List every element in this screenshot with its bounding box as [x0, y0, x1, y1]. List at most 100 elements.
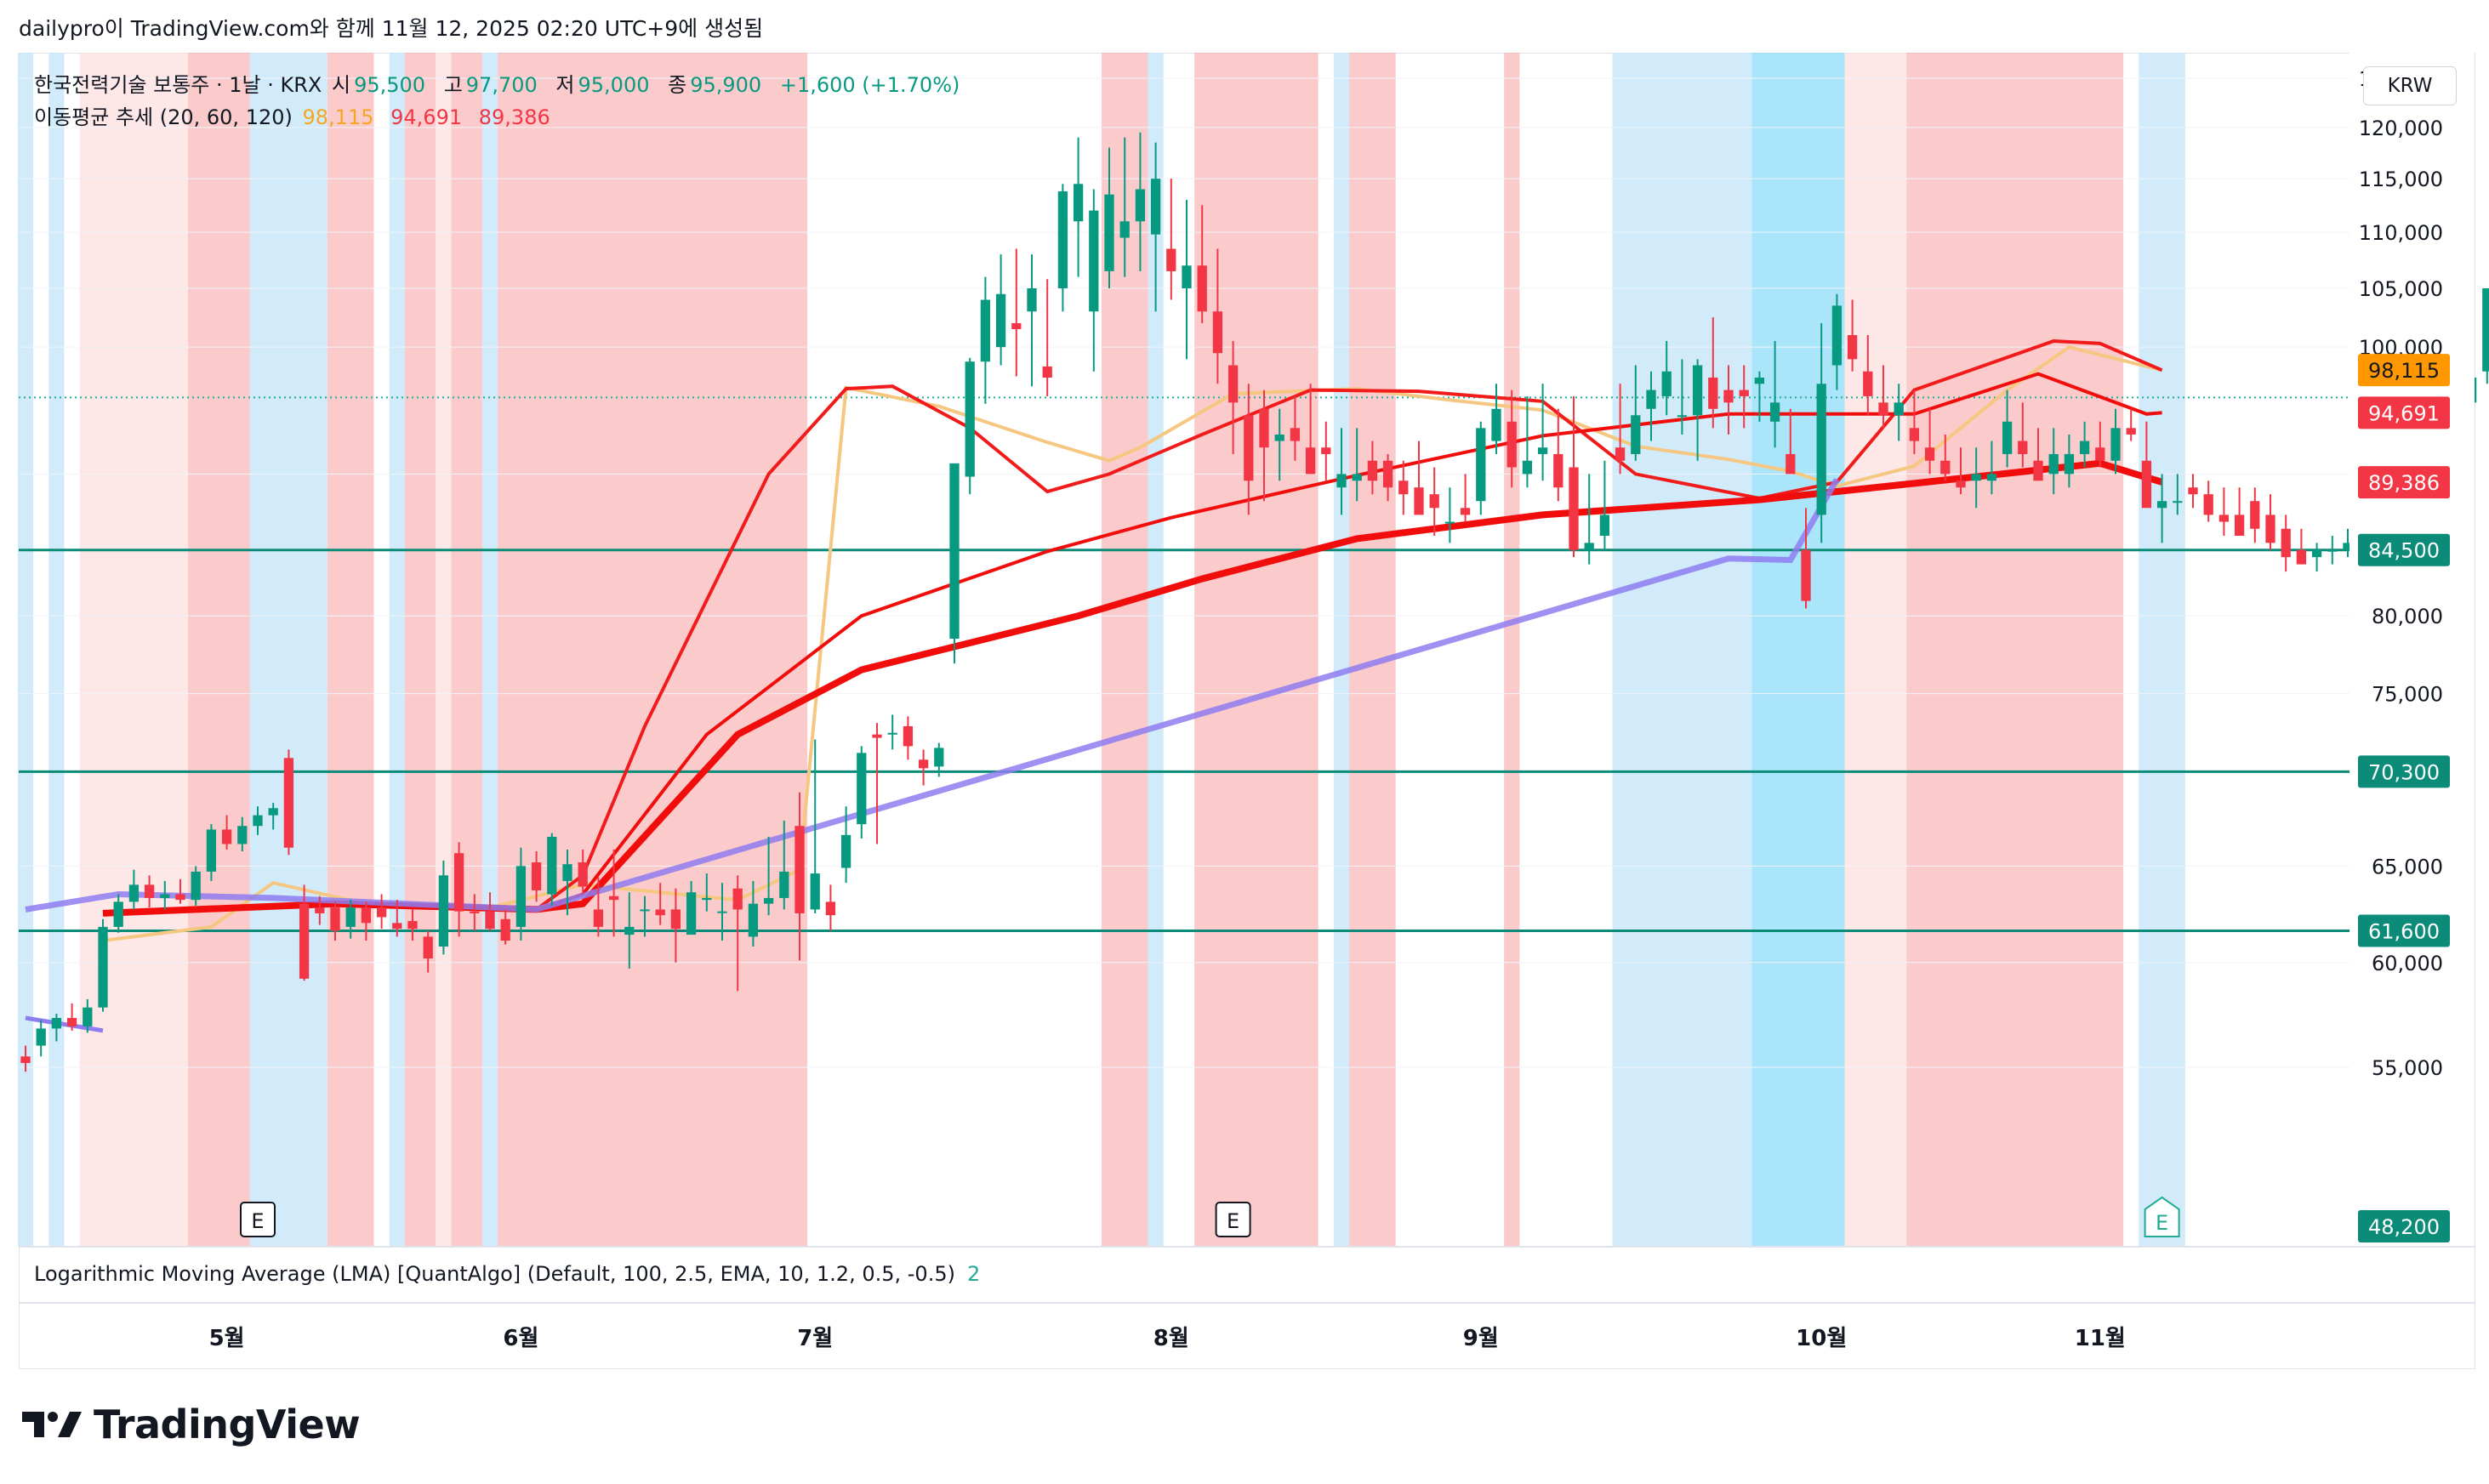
low-value: 95,000	[578, 73, 650, 97]
candle	[1661, 341, 1672, 416]
band-red	[327, 53, 374, 1247]
price-label: 61,600	[2358, 914, 2450, 947]
candle-body	[578, 862, 588, 887]
candle-body	[702, 897, 712, 901]
candle	[995, 254, 1006, 366]
price-tick-label: 60,000	[2372, 952, 2443, 975]
candle	[2095, 421, 2105, 468]
candle-body	[283, 758, 294, 848]
candle-body	[485, 911, 495, 930]
earnings-marker: E	[240, 1202, 276, 1237]
candle-body	[686, 892, 697, 935]
candle-body	[1786, 453, 1796, 475]
candle-body	[810, 873, 820, 910]
candle-body	[624, 926, 635, 935]
candle	[562, 849, 572, 916]
band-cyan	[1751, 53, 1845, 1247]
change-value: +1,600 (+1.70%)	[779, 73, 960, 97]
band-blue	[48, 53, 65, 1247]
candle-body	[1259, 408, 1269, 448]
candle-body	[1986, 474, 1997, 481]
candle-body	[995, 293, 1006, 348]
band-pink	[1875, 53, 1907, 1247]
candle	[1398, 460, 1409, 515]
candle-body	[392, 923, 402, 930]
candle	[206, 824, 217, 881]
candle-body	[1057, 190, 1068, 288]
earnings-marker-label: E	[251, 1209, 264, 1233]
candle	[1677, 359, 1688, 435]
candle	[1027, 254, 1037, 387]
tradingview-logo[interactable]: TradingView	[20, 1402, 361, 1447]
candle-body	[1382, 460, 1393, 488]
candle	[2281, 515, 2291, 572]
ma-legend: 이동평균 추세 (20, 60, 120) 98,115 94,691 89,3…	[34, 100, 554, 130]
candle	[887, 714, 897, 750]
candle	[1584, 474, 1594, 565]
candle-body	[2173, 501, 2183, 503]
candle-body	[2296, 549, 2307, 565]
price-axis: 55,00060,00065,00075,00080,00090,000100,…	[2349, 53, 2475, 1247]
ma-legend-label: 이동평균 추세 (20, 60, 120)	[34, 105, 293, 129]
candle	[825, 884, 836, 931]
candle	[237, 816, 248, 852]
earnings-marker: E	[2144, 1196, 2180, 1237]
candle	[1182, 199, 1192, 360]
candle	[1414, 441, 1424, 515]
band-pink	[1844, 53, 1876, 1247]
candle-body	[1661, 371, 1672, 396]
candle	[1940, 434, 1951, 481]
price-label-text: 98,115	[2368, 359, 2440, 383]
candle-body	[1506, 421, 1517, 468]
candle-body	[1769, 402, 1780, 422]
candle-body	[887, 732, 897, 735]
horizontal-levels	[19, 396, 2349, 932]
price-tick-label: 105,000	[2359, 277, 2443, 301]
candle-body	[1863, 371, 1873, 396]
candle	[624, 892, 635, 969]
candle	[1491, 384, 1501, 454]
candle-body	[872, 734, 882, 738]
candle-body	[191, 871, 201, 901]
currency-button[interactable]: KRW	[2363, 66, 2457, 105]
candle-body	[717, 911, 727, 913]
earnings-marker-shape	[240, 1202, 276, 1237]
candle-body	[253, 815, 263, 827]
band-blue	[389, 53, 405, 1247]
candle	[1011, 248, 1022, 377]
band-blue	[249, 53, 328, 1247]
candle-body	[2234, 515, 2245, 537]
candle	[1305, 384, 1316, 475]
candle-body	[1522, 460, 1533, 475]
candle-body	[345, 907, 356, 927]
month-label: 9월	[1463, 1326, 1499, 1351]
candle	[283, 749, 294, 856]
candle-body	[113, 901, 123, 927]
ma120-value: 89,386	[478, 105, 550, 129]
candle	[144, 875, 155, 908]
close-label: 종	[668, 73, 687, 97]
candle-body	[840, 834, 852, 868]
candle	[840, 806, 852, 884]
candle-body	[1073, 184, 1084, 222]
candle	[485, 892, 495, 931]
candle-body	[1584, 543, 1594, 550]
candle-body	[20, 1056, 31, 1063]
band-blue	[1333, 53, 1350, 1247]
candle	[66, 1003, 77, 1031]
candle	[1089, 189, 1099, 372]
candle-body	[160, 894, 170, 898]
candle	[1522, 395, 1533, 488]
candle-body	[918, 759, 929, 769]
earnings-marker: E	[1215, 1202, 1251, 1237]
candle	[1723, 365, 1734, 435]
candle-body	[2126, 428, 2136, 435]
candle	[1429, 467, 1439, 537]
band-red	[1349, 53, 1396, 1247]
candle	[531, 851, 542, 902]
earnings-marker-label: E	[2156, 1211, 2168, 1235]
ma20-value: 98,115	[302, 105, 374, 129]
candle	[1924, 408, 1935, 475]
candle-body	[175, 894, 185, 901]
